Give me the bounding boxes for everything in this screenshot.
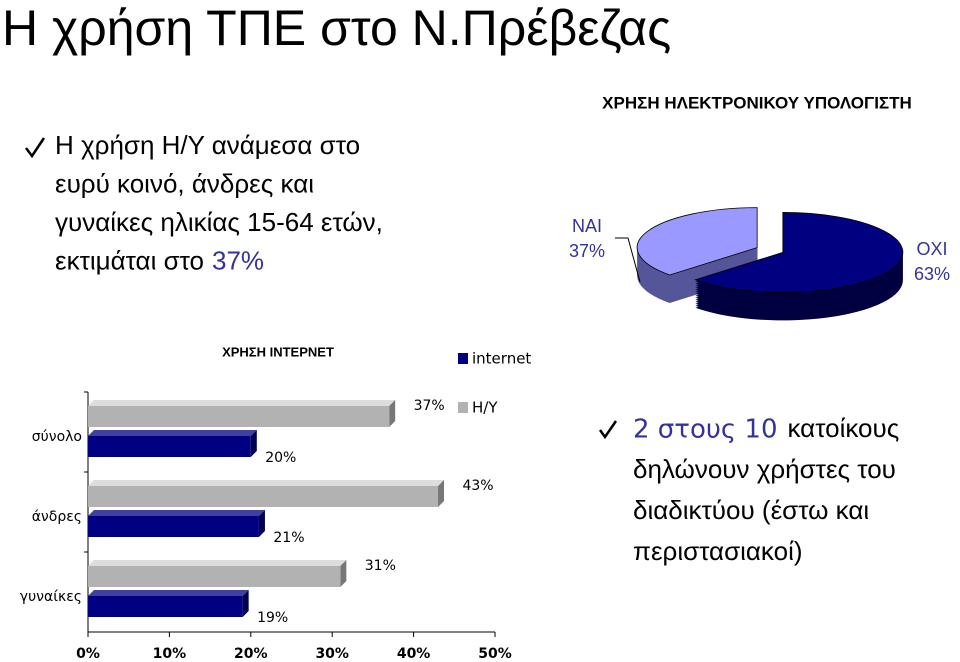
pie-label: ΟΧΙ bbox=[916, 239, 947, 259]
slide-title: Η χρήση ΤΠΕ στο Ν.Πρέβεζας bbox=[2, 0, 671, 56]
bullet-line: γυναίκες ηλικίας 15-64 ετών, bbox=[55, 207, 383, 237]
chart-title: ΧΡΗΣΗ ΙΝΤΕΡΝΕΤ bbox=[222, 344, 334, 359]
bullet-2: 2 στους 10 κατοίκους δηλώνουν χρήστες του δ… bbox=[633, 413, 899, 566]
x-tick-label: 50% bbox=[478, 646, 512, 662]
chart-title: ΧΡΗΣΗ ΗΛΕΚΤΡΟΝΙΚΟΥ ΥΠΟΛΟΓΙΣΤΗ bbox=[602, 93, 912, 112]
bullet-line: δηλώνουν χρήστες του bbox=[633, 454, 896, 484]
y-tick-label: σύνολο bbox=[32, 429, 82, 445]
legend-label: Η/Υ bbox=[472, 399, 498, 417]
bar bbox=[88, 486, 439, 507]
bar-side bbox=[438, 480, 445, 507]
pie-value-label: 63% bbox=[914, 264, 950, 284]
bar bbox=[88, 516, 259, 537]
bullet-line: κατοίκους bbox=[788, 413, 900, 443]
value-label: 43% bbox=[462, 478, 493, 494]
pie-slice bbox=[694, 211, 904, 293]
bar-side bbox=[242, 590, 249, 617]
bar bbox=[88, 596, 243, 617]
pie-value-label: 37% bbox=[569, 241, 605, 261]
bar-chart: ΧΡΗΣΗ ΙΝΤΕΡΝΕΤ internet Η/Υ 0% 10% 20% 30% 40% 5… bbox=[20, 344, 532, 662]
bullet-line: διαδικτύου (έστω και bbox=[633, 495, 869, 525]
bar-side bbox=[258, 510, 265, 537]
value-label: 37% bbox=[414, 398, 445, 414]
pie-label: ΝΑΙ bbox=[572, 216, 602, 236]
bullet-highlight: 37% bbox=[212, 245, 264, 275]
y-tick-label: άνδρες bbox=[32, 509, 82, 525]
bar bbox=[88, 406, 390, 427]
bar-side bbox=[389, 400, 396, 427]
bar bbox=[88, 566, 341, 587]
value-label: 31% bbox=[365, 558, 396, 574]
x-tick-label: 30% bbox=[315, 646, 349, 662]
y-tick-label: γυναίκες bbox=[20, 589, 82, 605]
value-label: 21% bbox=[273, 530, 304, 546]
bar-top bbox=[88, 400, 396, 406]
value-label: 20% bbox=[265, 450, 296, 466]
bar-top bbox=[88, 590, 249, 596]
bar bbox=[88, 436, 251, 457]
check-icon bbox=[598, 420, 618, 440]
legend-swatch bbox=[458, 353, 468, 364]
pie-slice bbox=[636, 207, 758, 276]
x-tick-label: 20% bbox=[234, 646, 268, 662]
bar-side bbox=[340, 560, 347, 587]
check-icon bbox=[25, 137, 46, 159]
x-tick-label: 40% bbox=[397, 646, 431, 662]
x-tick-label: 0% bbox=[76, 646, 100, 662]
bar-top bbox=[88, 430, 257, 436]
bullet-line: Η χρήση Η/Υ ανάμεσα στο bbox=[55, 130, 360, 160]
bullet-line: εκτιμάται στο bbox=[55, 245, 204, 275]
bullet-line: ευρύ κοινό, άνδρες και bbox=[55, 168, 314, 198]
bullet-line: περιστασιακοί) bbox=[633, 536, 803, 566]
bullet-1: Η χρήση Η/Υ ανάμεσα στο ευρύ κοινό, άνδρε… bbox=[55, 130, 383, 276]
value-label: 19% bbox=[257, 610, 288, 626]
legend-label: internet bbox=[472, 350, 531, 368]
leader-line bbox=[615, 237, 641, 283]
pie-chart: ΧΡΗΣΗ ΗΛΕΚΤΡΟΝΙΚΟΥ ΥΠΟΛΟΓΙΣΤΗ ΝΑΙ 37% ΟΧΙ 63… bbox=[569, 93, 950, 321]
legend-swatch bbox=[458, 402, 468, 413]
bar-top bbox=[88, 510, 265, 516]
x-tick-label: 10% bbox=[153, 646, 187, 662]
bar-top bbox=[88, 480, 445, 486]
bar-top bbox=[88, 560, 347, 566]
bullet-highlight: 2 στους 10 bbox=[633, 415, 778, 445]
bar-side bbox=[250, 430, 257, 457]
